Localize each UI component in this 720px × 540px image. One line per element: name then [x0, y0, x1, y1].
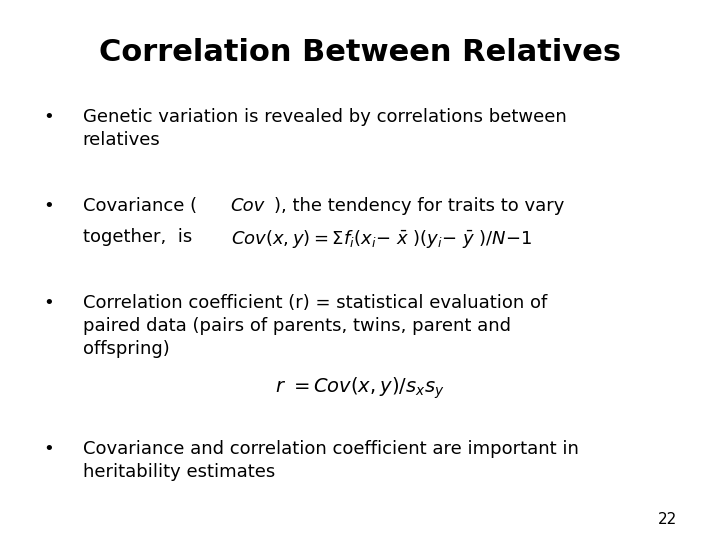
Text: Covariance (: Covariance (: [83, 197, 197, 215]
Text: Covariance and correlation coefficient are important in
heritability estimates: Covariance and correlation coefficient a…: [83, 440, 579, 481]
Text: •: •: [43, 440, 54, 458]
Text: •: •: [43, 197, 54, 215]
Text: $\mathit{r\ {=}Cov(x,y)/s_xs_y}$: $\mathit{r\ {=}Cov(x,y)/s_xs_y}$: [275, 375, 445, 401]
Text: $\mathit{Cov(x,y){=}{\Sigma}f_i(x_i{-}\ \bar{x}\ )(y_i{-}\ \bar{y}\ )/N{-}1}$: $\mathit{Cov(x,y){=}{\Sigma}f_i(x_i{-}\ …: [231, 228, 532, 251]
Text: together,  is: together, is: [83, 228, 198, 246]
Text: •: •: [43, 108, 54, 126]
Text: ), the tendency for traits to vary: ), the tendency for traits to vary: [274, 197, 564, 215]
Text: Correlation Between Relatives: Correlation Between Relatives: [99, 38, 621, 67]
Text: Cov: Cov: [230, 197, 264, 215]
Text: 22: 22: [657, 511, 677, 526]
Text: Genetic variation is revealed by correlations between
relatives: Genetic variation is revealed by correla…: [83, 108, 567, 149]
Text: •: •: [43, 294, 54, 312]
Text: Correlation coefficient (r) = statistical evaluation of
paired data (pairs of pa: Correlation coefficient (r) = statistica…: [83, 294, 547, 358]
